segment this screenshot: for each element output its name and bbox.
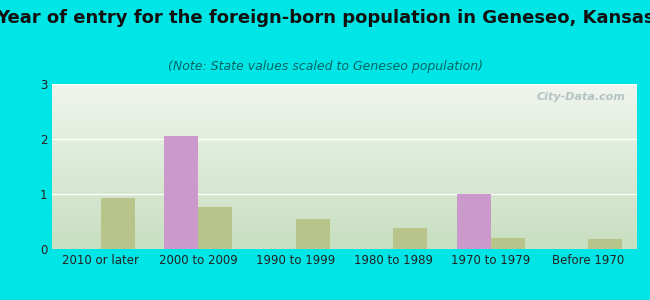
Text: Year of entry for the foreign-born population in Geneseo, Kansas: Year of entry for the foreign-born popul… [0, 9, 650, 27]
Bar [393, 228, 428, 249]
Bar [101, 198, 135, 249]
Bar [491, 238, 525, 249]
Text: (Note: State values scaled to Geneseo population): (Note: State values scaled to Geneseo po… [168, 60, 482, 73]
Bar [164, 136, 198, 249]
Bar [198, 207, 233, 249]
Bar [588, 239, 623, 249]
Bar [296, 219, 330, 249]
Bar [457, 194, 491, 249]
Text: City-Data.com: City-Data.com [536, 92, 625, 102]
